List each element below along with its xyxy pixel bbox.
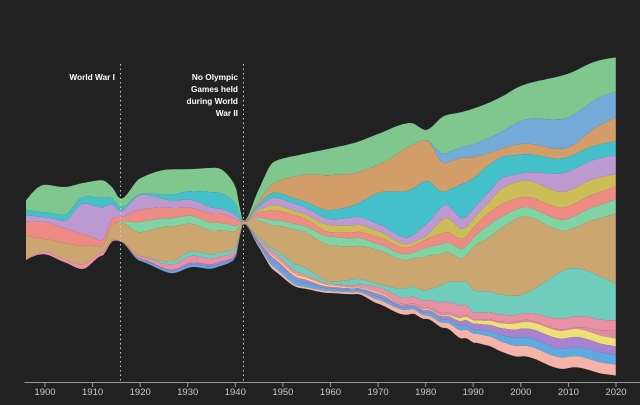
svg-text:1910: 1910 xyxy=(82,387,103,398)
svg-text:1980: 1980 xyxy=(415,387,436,398)
svg-text:1940: 1940 xyxy=(225,387,246,398)
svg-text:Games held: Games held xyxy=(191,84,238,94)
svg-text:War II: War II xyxy=(216,108,238,118)
svg-text:1960: 1960 xyxy=(320,387,341,398)
svg-text:2000: 2000 xyxy=(510,387,531,398)
svg-text:World War I: World War I xyxy=(69,72,115,82)
svg-text:during World: during World xyxy=(187,96,238,106)
svg-text:1950: 1950 xyxy=(272,387,293,398)
svg-text:1900: 1900 xyxy=(34,387,55,398)
svg-text:1930: 1930 xyxy=(177,387,198,398)
svg-text:1920: 1920 xyxy=(130,387,151,398)
svg-text:1990: 1990 xyxy=(463,387,484,398)
svg-text:1970: 1970 xyxy=(368,387,389,398)
svg-text:No Olympic: No Olympic xyxy=(192,72,238,82)
svg-text:2010: 2010 xyxy=(558,387,579,398)
svg-text:2020: 2020 xyxy=(605,387,626,398)
